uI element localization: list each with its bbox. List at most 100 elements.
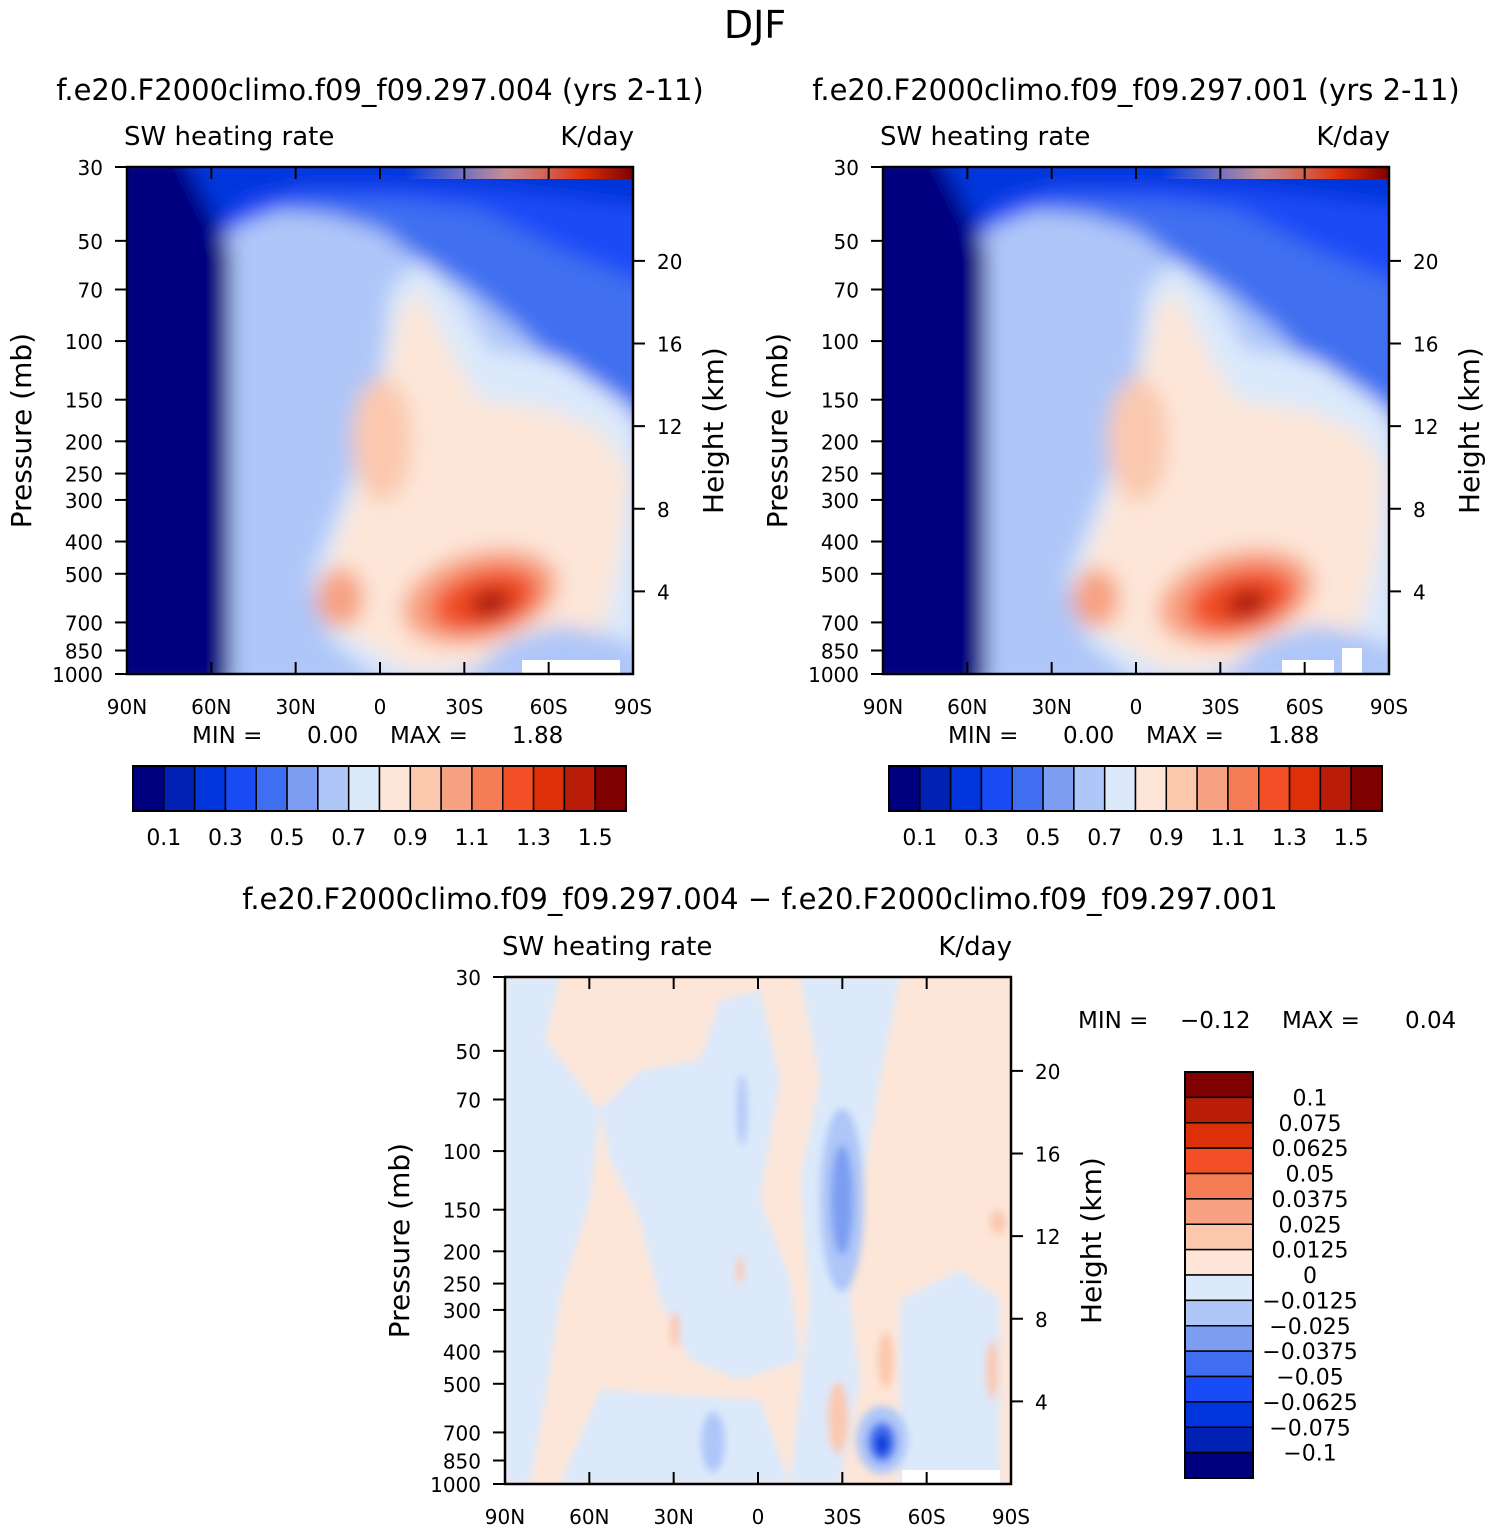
y2-axis-label: Height (km) xyxy=(1453,347,1486,514)
panel-a-upper-blue xyxy=(127,167,633,674)
y-tick-label: 400 xyxy=(65,531,103,555)
panel-c-pos-5 xyxy=(736,1256,744,1284)
colorbar-label: 0.025 xyxy=(1279,1213,1342,1238)
panel-a-polar-dark xyxy=(127,167,230,674)
panel-a-axes: 90N 60N 30N 0 30S 60S 90S 30 50 70 100 150 200 250300… xyxy=(5,156,730,719)
colorbar-frame xyxy=(888,765,1383,812)
y2-axis-label: Height (km) xyxy=(1075,1157,1108,1324)
panel-c-neg-30s-3 xyxy=(831,1145,853,1255)
y2-tick-label: 8 xyxy=(1035,1308,1048,1332)
y2-axis-label: Height (km) xyxy=(697,347,730,514)
x-tick-label: 0 xyxy=(1130,695,1143,719)
panel-b-right-label: K/day xyxy=(1316,122,1390,152)
y-tick-label: 30 xyxy=(78,156,103,180)
x-tick-label: 30N xyxy=(275,695,315,719)
colorbar-label: −0.0625 xyxy=(1262,1391,1357,1416)
panel-c-pos-1 xyxy=(828,1382,848,1454)
panel-c-axes: 90N 60N 30N 0 30S 60S 90S 30 50 70 100 150 200 250300… xyxy=(383,966,1108,1529)
y2-tick-label: 12 xyxy=(657,415,682,439)
panel-a-title: f.e20.F2000climo.f09_f09.297.004 (yrs 2-… xyxy=(56,73,703,107)
x-tick-label: 30S xyxy=(1201,695,1239,719)
y-tick-label: 700 xyxy=(821,611,859,635)
y-tick-label: 100 xyxy=(443,1140,481,1164)
colorbar-label: 1.5 xyxy=(578,826,613,851)
colorbar-label: 0.9 xyxy=(1149,826,1184,851)
panel-c-min-value: −0.12 xyxy=(1180,1008,1250,1034)
y-tick-label: 1000 xyxy=(52,663,103,687)
panel-c-neg-spot-2 xyxy=(737,1074,747,1146)
colorbar-swatch xyxy=(1011,765,1044,812)
colorbar-swatch xyxy=(1184,1426,1254,1454)
panel-a-field xyxy=(127,167,633,674)
y-axis-label: Pressure (mb) xyxy=(5,333,38,528)
panel-c-max-label: MAX = xyxy=(1282,1008,1360,1034)
panel-a-max-value: 1.88 xyxy=(512,723,563,749)
y2-tick-label: 12 xyxy=(1035,1225,1060,1249)
colorbar-swatch xyxy=(1184,1451,1254,1479)
y-tick-label: 50 xyxy=(78,230,103,254)
panel-a-max-label: MAX = xyxy=(390,723,468,749)
panel-b-upper-blue xyxy=(883,167,1389,674)
panel-b-polar-dark xyxy=(883,167,986,674)
colorbar-swatch xyxy=(1184,1299,1254,1327)
colorbar-label: 0.5 xyxy=(270,826,305,851)
panel-c-min-label: MIN = xyxy=(1078,1008,1148,1034)
colorbar-swatch xyxy=(1184,1223,1254,1251)
colorbar-label: 1.1 xyxy=(454,826,489,851)
y2-tick-label: 16 xyxy=(657,333,682,357)
colorbar-swatch xyxy=(919,765,952,812)
y-tick-label: 400 xyxy=(821,531,859,555)
y2-tick-label: 16 xyxy=(1035,1143,1060,1167)
colorbar-swatch xyxy=(1165,765,1198,812)
y-tick-label: 150 xyxy=(821,389,859,413)
panel-b-missing-2 xyxy=(1342,648,1362,674)
panel-a: f.e20.F2000climo.f09_f09.297.004 (yrs 2-… xyxy=(5,73,730,851)
panel-a-missing xyxy=(522,660,620,674)
colorbar-swatch xyxy=(132,765,165,812)
y-tick-label: 700 xyxy=(443,1421,481,1445)
colorbar-swatch xyxy=(378,765,412,812)
colorbar-swatch xyxy=(1184,1198,1254,1225)
colorbar-label: 0.9 xyxy=(393,826,428,851)
colorbar-swatch xyxy=(1184,1401,1254,1428)
panel-c-field xyxy=(505,977,1011,1484)
colorbar-swatch xyxy=(1184,1122,1254,1149)
colorbar-swatch xyxy=(502,765,535,812)
colorbar-label: 0.5 xyxy=(1026,826,1061,851)
colorbar-swatch xyxy=(1134,765,1168,812)
colorbar-swatch xyxy=(594,765,627,812)
panel-c-missing xyxy=(902,1470,1000,1484)
panel-b-min-value: 0.00 xyxy=(1063,723,1114,749)
colorbar-label: 1.3 xyxy=(1272,826,1307,851)
colorbar-swatch xyxy=(1184,1147,1254,1175)
panel-a-low-peach xyxy=(316,568,364,628)
colorbar-swatch xyxy=(1184,1071,1254,1099)
colorbar-frame xyxy=(1184,1071,1254,1479)
y-axis-label: Pressure (mb) xyxy=(761,333,794,528)
colorbar-label: 0.3 xyxy=(208,826,243,851)
x-tick-label: 90N xyxy=(863,695,903,719)
panel-c-pos-2 xyxy=(878,1332,894,1388)
y-tick-label: 50 xyxy=(834,230,859,254)
panel-c-neg-bottom xyxy=(560,1390,790,1484)
y-tick-label: 150 xyxy=(65,389,103,413)
y2-tick-label: 8 xyxy=(1413,498,1426,522)
colorbar-swatch xyxy=(1184,1172,1254,1200)
y-tick-label: 30 xyxy=(834,156,859,180)
colorbar-label: 0.0125 xyxy=(1272,1239,1349,1264)
colorbar-swatch xyxy=(980,765,1013,812)
y-tick-label: 850 xyxy=(821,640,859,664)
x-tick-label: 60S xyxy=(908,1505,946,1529)
colorbar-swatch xyxy=(193,765,227,812)
y2-tick-label: 20 xyxy=(1413,250,1438,274)
y-tick-label: 300 xyxy=(65,489,103,513)
x-tick-label: 90N xyxy=(485,1505,525,1529)
y-tick-label: 500 xyxy=(821,563,859,587)
y-tick-label: 200 xyxy=(443,1240,481,1264)
colorbar-swatch xyxy=(1184,1350,1254,1378)
colorbar-swatch xyxy=(1103,765,1137,812)
colorbar-swatch xyxy=(255,765,288,812)
panel-b-title: f.e20.F2000climo.f09_f09.297.001 (yrs 2-… xyxy=(812,73,1459,107)
panel-a-colorbar: 0.1 0.3 0.5 0.7 0.9 1.1 1.3 1.5 xyxy=(132,765,627,851)
colorbar-label: −0.1 xyxy=(1283,1442,1336,1467)
